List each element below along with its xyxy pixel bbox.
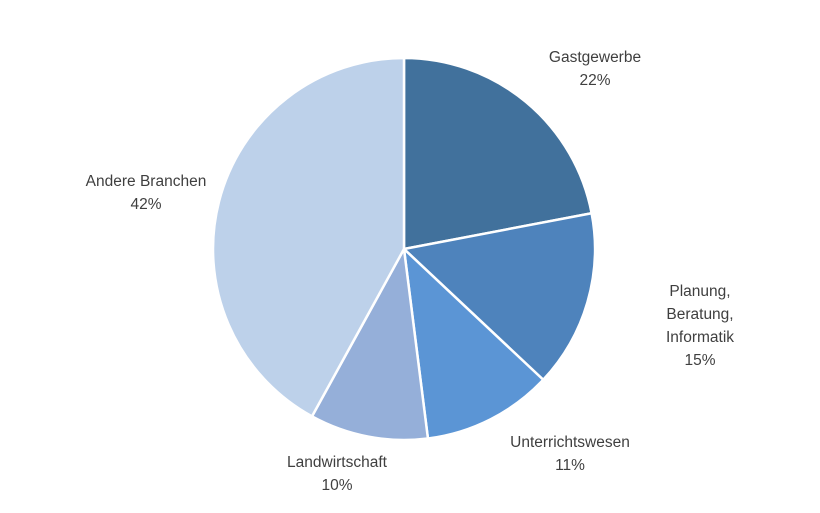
pie-slice-andere-branchen [211,56,406,418]
slice-label-unterrichtswesen: Unterrichtswesen 11% [510,434,630,474]
pie-slice-planung-beratung-informatik [402,211,597,381]
pie-slice-unterrichtswesen [402,247,545,440]
pie-slice-landwirtschaft [310,247,430,442]
slice-label-andere-branchen: Andere Branchen 42% [85,173,207,213]
slice-label-landwirtschaft: Landwirtschaft 10% [287,454,387,494]
pie-slice-gastgewerbe [402,56,593,251]
slice-label-planung-beratung-informatik: Planung, Beratung, Informatik 15% [665,283,735,369]
slice-label-gastgewerbe: Gastgewerbe 22% [548,49,642,89]
